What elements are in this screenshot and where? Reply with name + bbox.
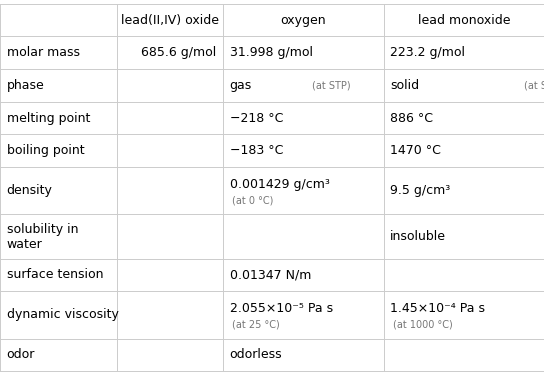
Text: surface tension: surface tension: [7, 268, 103, 281]
Text: dynamic viscosity: dynamic viscosity: [7, 308, 119, 321]
Text: odor: odor: [7, 348, 35, 361]
Text: oxygen: oxygen: [281, 13, 326, 27]
Text: 685.6 g/mol: 685.6 g/mol: [141, 46, 217, 59]
Text: (at STP): (at STP): [312, 80, 351, 90]
Text: gas: gas: [230, 79, 252, 92]
Text: −183 °C: −183 °C: [230, 144, 283, 157]
Text: phase: phase: [7, 79, 44, 92]
Text: (at 25 °C): (at 25 °C): [232, 320, 280, 329]
Text: boiling point: boiling point: [7, 144, 84, 157]
Text: melting point: melting point: [7, 112, 90, 125]
Text: lead monoxide: lead monoxide: [417, 13, 510, 27]
Text: (at STP): (at STP): [524, 80, 544, 90]
Text: odorless: odorless: [230, 348, 282, 361]
Text: 1470 °C: 1470 °C: [390, 144, 441, 157]
Text: insoluble: insoluble: [390, 230, 446, 243]
Text: 31.998 g/mol: 31.998 g/mol: [230, 46, 313, 59]
Text: 0.01347 N/m: 0.01347 N/m: [230, 268, 311, 281]
Text: density: density: [7, 184, 52, 197]
Text: 9.5 g/cm³: 9.5 g/cm³: [390, 184, 450, 197]
Text: 0.001429 g/cm³: 0.001429 g/cm³: [230, 178, 330, 191]
Text: solid: solid: [390, 79, 419, 92]
Text: 1.45×10⁻⁴ Pa s: 1.45×10⁻⁴ Pa s: [390, 302, 485, 315]
Text: −218 °C: −218 °C: [230, 112, 283, 125]
Text: (at 0 °C): (at 0 °C): [232, 195, 274, 205]
Text: 223.2 g/mol: 223.2 g/mol: [390, 46, 465, 59]
Text: lead(II,IV) oxide: lead(II,IV) oxide: [121, 13, 219, 27]
Text: solubility in
water: solubility in water: [7, 222, 78, 251]
Text: 886 °C: 886 °C: [390, 112, 433, 125]
Text: 2.055×10⁻⁵ Pa s: 2.055×10⁻⁵ Pa s: [230, 302, 333, 315]
Text: (at 1000 °C): (at 1000 °C): [393, 320, 453, 329]
Text: molar mass: molar mass: [7, 46, 79, 59]
